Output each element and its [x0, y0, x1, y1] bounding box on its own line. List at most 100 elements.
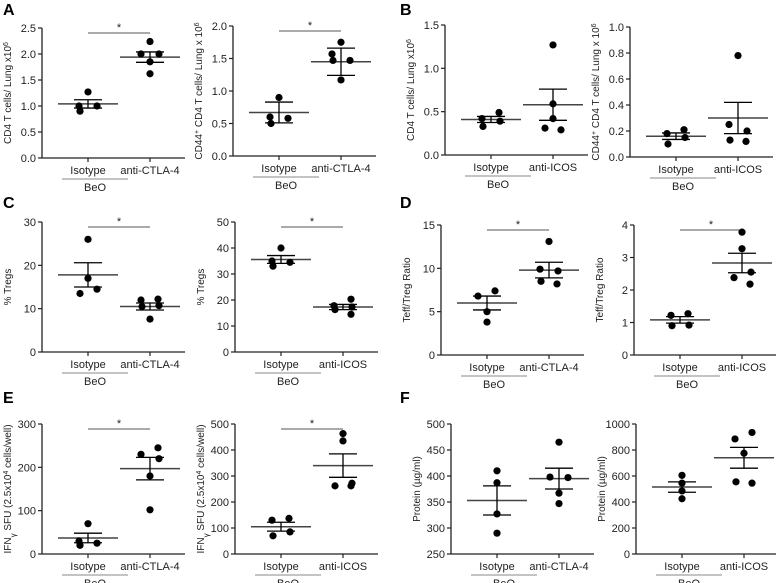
- data-point: [668, 322, 676, 330]
- data-point: [743, 127, 751, 135]
- data-point: [137, 50, 145, 58]
- data-point: [493, 479, 501, 487]
- data-point: [146, 472, 154, 480]
- y-axis-label-segment: 4: [3, 471, 10, 475]
- y-tick-label: 200: [18, 462, 36, 474]
- data-point: [496, 117, 504, 125]
- data-point: [146, 58, 154, 66]
- significance-star: *: [117, 22, 122, 34]
- y-tick-label: 300: [427, 523, 445, 535]
- group-label: BeO: [275, 180, 297, 192]
- data-point: [740, 449, 748, 457]
- y-axis-label: IFNγ SFU (2.5x104 cells/well): [196, 424, 211, 553]
- y-tick-label: 1000: [606, 419, 630, 431]
- data-point: [555, 438, 563, 446]
- data-point: [266, 113, 274, 121]
- data-point: [681, 133, 689, 142]
- y-tick-label: 50: [217, 217, 229, 229]
- data-point: [339, 430, 347, 438]
- data-point: [146, 315, 154, 323]
- y-tick-label: 800: [612, 445, 630, 457]
- y-tick-label: 350: [427, 497, 445, 509]
- y-axis-label-segment: Teff/Treg Ratio: [595, 257, 606, 322]
- y-axis-label: CD44+ CD4 T cells/ Lung x 106: [591, 23, 603, 160]
- data-point: [76, 541, 84, 549]
- data-point: [495, 108, 503, 117]
- data-point: [76, 107, 84, 115]
- data-point: [93, 102, 101, 110]
- y-tick-label: 0: [622, 350, 628, 362]
- data-point: [732, 478, 740, 486]
- y-tick-label: 200: [211, 497, 229, 509]
- chart-a2: 0.0 0.5 1.0 1.5 2.0 CD44+ CD4 T cells/ Lung x…: [194, 20, 376, 192]
- y-tick-label: 0.4: [609, 100, 624, 112]
- significance-star: *: [117, 418, 122, 430]
- chart-f1: 250 300 350 400 450 500 Protein (µg/ml) Isotype…: [412, 419, 594, 583]
- y-tick-label: 0.6: [609, 74, 624, 86]
- y-tick-label: 40: [217, 243, 229, 255]
- y-axis-label-segment: CD4 T cells/ Lung x10: [3, 46, 14, 144]
- data-point: [545, 237, 553, 246]
- data-point: [483, 308, 491, 316]
- y-tick-label: 2.0: [212, 21, 227, 33]
- y-axis-label: Teff/Treg Ratio: [595, 257, 606, 322]
- data-point: [76, 289, 84, 298]
- data-point: [549, 41, 557, 49]
- data-point: [738, 245, 746, 253]
- y-axis-label-segment: 4: [196, 471, 203, 475]
- data-point: [555, 489, 563, 497]
- y-tick-label: 0.5: [212, 119, 227, 131]
- group-label: BeO: [676, 379, 698, 391]
- data-point: [678, 487, 686, 495]
- data-point: [555, 499, 563, 508]
- data-point: [146, 506, 154, 514]
- data-point: [154, 295, 162, 303]
- y-tick-label: 5: [429, 307, 435, 319]
- y-tick-label: 500: [427, 419, 445, 431]
- y-axis-label: IFNγ SFU (2.5x104 cells/well): [3, 424, 18, 553]
- significance-star: *: [516, 219, 521, 231]
- y-axis-label-segment: CD4 T cells/ Lung x 10: [194, 26, 205, 130]
- x-tick-label: Isotype: [473, 162, 508, 174]
- group-label: BeO: [277, 376, 299, 388]
- chart-d2: 0 1 2 3 4 Teff/Treg Ratio Isotype anti-ICOS BeO *: [595, 219, 776, 391]
- y-tick-label: 2.0: [21, 49, 36, 61]
- group-label: BeO: [487, 179, 509, 191]
- y-axis-label-segment: Protein (µg/ml): [412, 456, 423, 522]
- data-point: [146, 70, 154, 78]
- y-tick-label: 0: [30, 347, 36, 359]
- y-tick-label: 1.0: [424, 63, 439, 75]
- significance-star: *: [117, 216, 122, 228]
- x-tick-label: anti-CTLA-4: [311, 163, 370, 175]
- group-label: BeO: [672, 181, 694, 193]
- data-point: [557, 126, 565, 134]
- data-point: [286, 528, 294, 536]
- chart-c1: 0 10 20 30 % Tregs Isotype anti-CTLA-4 BeO *: [3, 216, 185, 388]
- y-tick-label: 0.2: [609, 126, 624, 138]
- panel-letter-e: E: [3, 390, 14, 407]
- x-tick-label: anti-CTLA-4: [519, 362, 578, 374]
- y-tick-label: 0.0: [424, 150, 439, 162]
- y-axis-label-segment: +: [591, 131, 598, 135]
- data-point: [269, 262, 277, 270]
- group-label: BeO: [678, 578, 700, 583]
- significance-star: *: [308, 20, 313, 32]
- y-tick-label: 2: [622, 285, 628, 297]
- y-tick-label: 30: [217, 269, 229, 281]
- data-point: [137, 450, 145, 458]
- y-tick-label: 100: [18, 506, 36, 518]
- data-point: [331, 482, 339, 490]
- data-point: [84, 520, 92, 528]
- y-axis-label-segment: % Tregs: [3, 269, 14, 306]
- x-tick-label: Isotype: [263, 359, 298, 371]
- y-tick-label: 1.5: [21, 75, 36, 87]
- data-point: [337, 76, 345, 84]
- group-label: BeO: [84, 578, 106, 583]
- chart-b1: 0.0 0.5 1.0 1.5 CD4 T cells/ Lung x106 Isotyp…: [406, 20, 588, 191]
- x-tick-label: anti-ICOS: [319, 359, 367, 371]
- y-axis-label: CD4 T cells/ Lung x106: [406, 39, 418, 141]
- x-tick-label: anti-ICOS: [714, 164, 762, 176]
- x-tick-label: Isotype: [658, 164, 693, 176]
- data-point: [685, 321, 693, 329]
- data-point: [678, 479, 686, 487]
